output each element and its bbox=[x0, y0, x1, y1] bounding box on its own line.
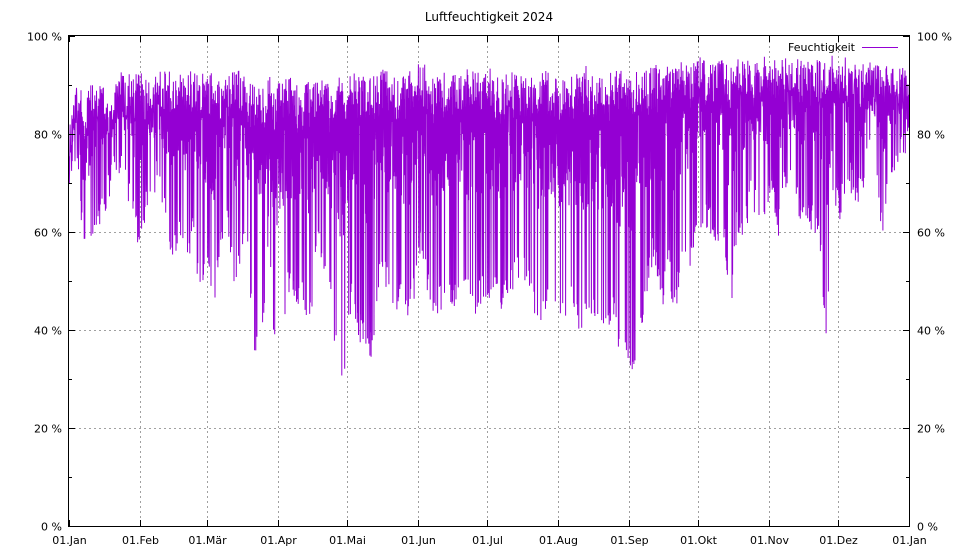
x-tick-label: 01.Okt bbox=[680, 534, 718, 547]
y-tick-label-left: 20 % bbox=[34, 423, 62, 436]
legend-label: Feuchtigkeit bbox=[788, 41, 856, 54]
x-tick-label: 01.Feb bbox=[122, 534, 159, 547]
x-tick-label: 01.Mai bbox=[329, 534, 366, 547]
y-tick-label-right: 40 % bbox=[917, 325, 945, 338]
y-tick-label-left: 80 % bbox=[34, 129, 62, 142]
series-line-feuchtigkeit bbox=[68, 55, 910, 376]
y-tick-label-right: 100 % bbox=[917, 31, 952, 44]
y-tick-label-left: 40 % bbox=[34, 325, 62, 338]
y-tick-label-right: 60 % bbox=[917, 227, 945, 240]
plot-frame bbox=[68, 35, 910, 527]
x-tick-label: 01.Jan bbox=[52, 534, 86, 547]
y-tick-label-right: 80 % bbox=[917, 129, 945, 142]
x-tick-label: 01.Aug bbox=[539, 534, 578, 547]
x-tick-label: 01.Jun bbox=[401, 534, 436, 547]
x-tick-label: 01.Dez bbox=[819, 534, 858, 547]
x-tick-label: 01.Jul bbox=[472, 534, 503, 547]
axis-ticks bbox=[69, 36, 910, 527]
x-tick-label: 01.Sep bbox=[610, 534, 648, 547]
y-tick-label-right: 20 % bbox=[917, 423, 945, 436]
y-tick-label-right: 0 % bbox=[917, 521, 938, 534]
series-area bbox=[68, 55, 910, 376]
y-tick-label-left: 0 % bbox=[41, 521, 62, 534]
axis-labels: 0 % 0 % 20 % 20 % 40 % 40 % 60 % 60 % 80 % 80 % 10… bbox=[27, 31, 952, 548]
x-tick-label: 01.Jan bbox=[892, 534, 926, 547]
y-tick-label-left: 100 % bbox=[27, 31, 62, 44]
x-tick-label: 01.Mär bbox=[188, 534, 227, 547]
y-tick-label-left: 60 % bbox=[34, 227, 62, 240]
legend: Feuchtigkeit bbox=[788, 41, 898, 54]
x-tick-label: 01.Apr bbox=[260, 534, 297, 547]
x-tick-label: 01.Nov bbox=[750, 534, 789, 547]
chart-title: Luftfeuchtigkeit 2024 bbox=[425, 10, 553, 24]
